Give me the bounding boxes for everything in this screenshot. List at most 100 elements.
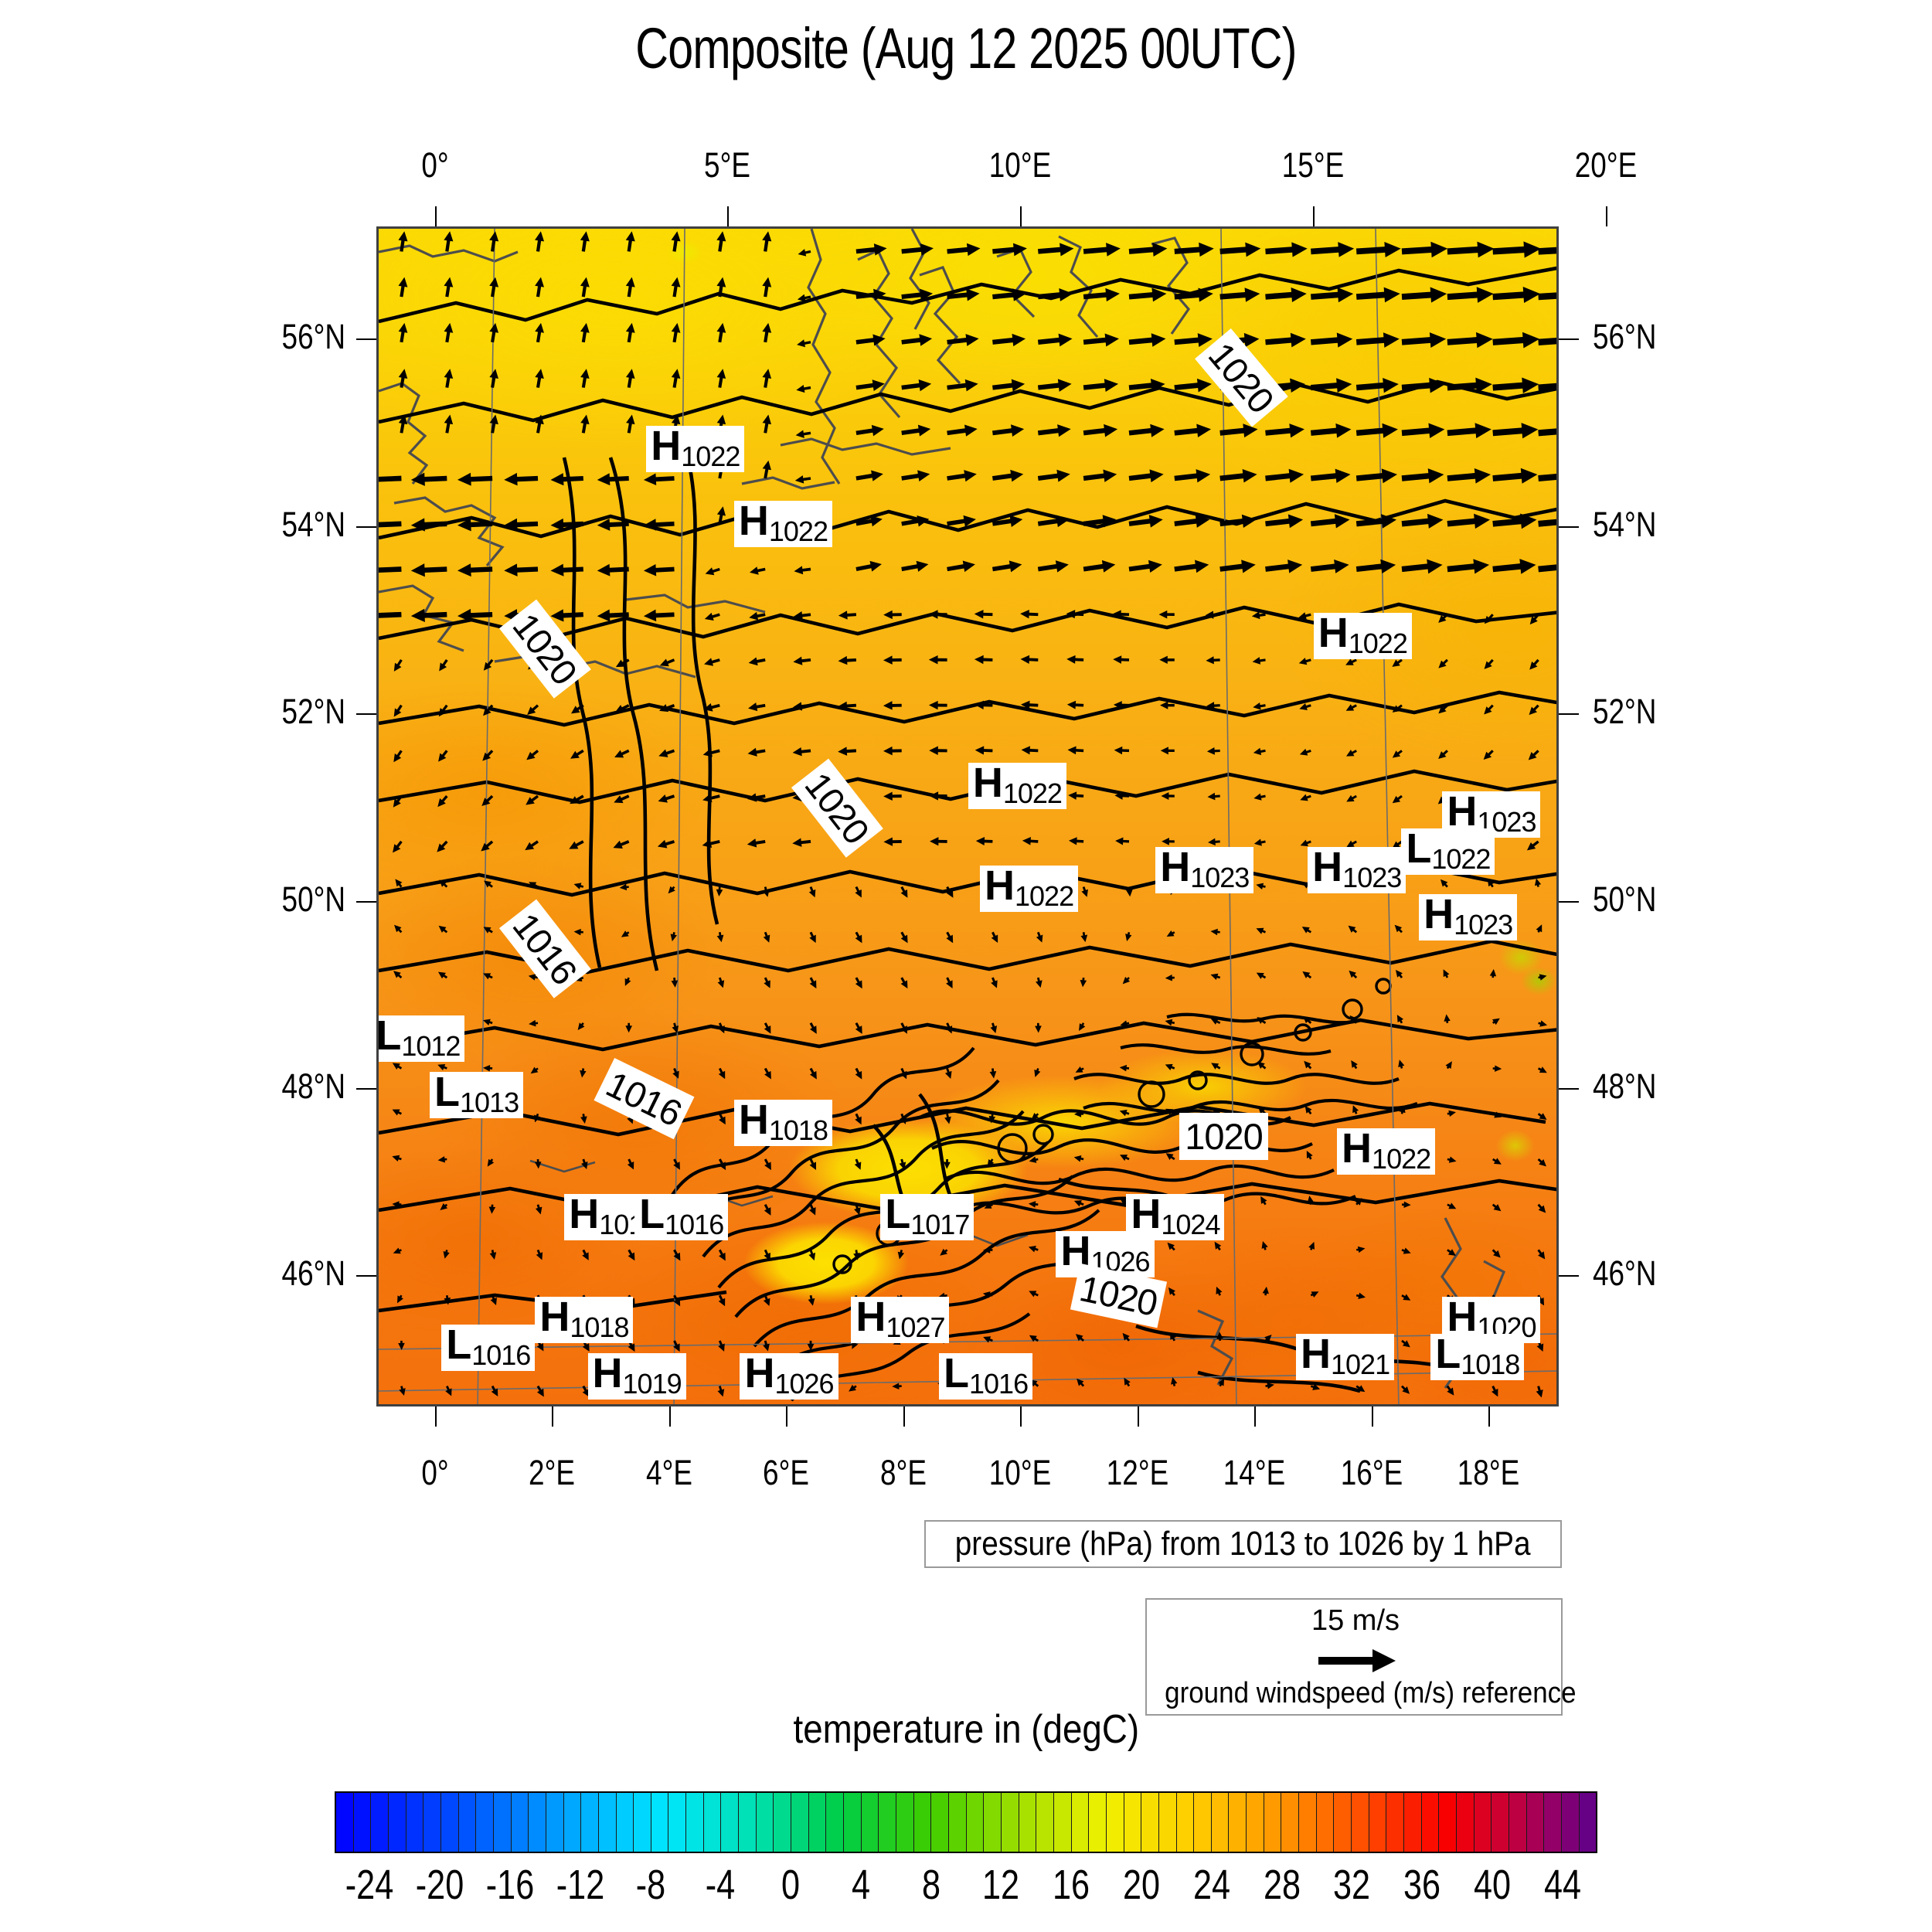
wind-vector-arrow	[1219, 468, 1257, 483]
wind-vector-arrow	[808, 1249, 816, 1261]
wind-vector-arrow	[379, 563, 402, 577]
wind-vector-arrow	[1037, 469, 1070, 482]
wind-vector-arrow	[1534, 878, 1542, 887]
wind-vector-arrow	[444, 231, 454, 252]
wind-vector-arrow	[1401, 241, 1448, 258]
wind-vector-arrow	[984, 1202, 993, 1209]
wind-vector-arrow	[1492, 377, 1539, 393]
wind-vector-arrow	[975, 837, 993, 845]
wind-vector-arrow	[809, 1204, 816, 1216]
colorbar-swatch	[826, 1793, 845, 1852]
wind-vector-arrow	[437, 840, 448, 852]
extremum-value: 1013	[460, 1086, 519, 1118]
colorbar-swatch	[1176, 1793, 1195, 1852]
pressure-legend-text: pressure (hPa) from 1013 to 1026 by 1 hP…	[955, 1525, 1531, 1563]
wind-vector-arrow	[1265, 242, 1308, 257]
wind-vector-arrow	[992, 379, 1026, 392]
wind-vector-arrow	[793, 611, 811, 621]
wind-vector-arrow	[621, 930, 630, 937]
colorbar-swatch	[808, 1793, 827, 1852]
wind-vector-arrow	[1083, 243, 1121, 257]
wind-vector-arrow	[597, 473, 629, 486]
wind-vector-arrow	[718, 1249, 726, 1261]
axis-label-top-1: 5°E	[704, 145, 751, 185]
wind-vector-arrow	[718, 1158, 726, 1171]
wind-vector-arrow	[580, 414, 590, 434]
colorbar-swatch	[1089, 1793, 1107, 1852]
wind-vector-arrow	[762, 277, 772, 298]
wind-vector-arrow	[487, 1158, 495, 1167]
wind-vector-arrow	[444, 277, 454, 298]
colorbar-tick-14: 32	[1333, 1862, 1371, 1908]
wind-vector-arrow	[457, 608, 493, 622]
wind-vector-arrow	[580, 1114, 587, 1124]
wind-vector-arrow	[991, 931, 998, 944]
wind-vector-arrow	[658, 749, 675, 757]
colorbar-tick-16: 40	[1473, 1862, 1511, 1908]
wind-vector-arrow	[1400, 1385, 1410, 1394]
wind-vector-arrow	[580, 277, 590, 298]
wind-vector-arrow	[581, 1158, 588, 1169]
wind-vector-arrow	[901, 560, 929, 572]
wind-vector-arrow	[1035, 1022, 1042, 1033]
wind-vector-arrow	[1068, 791, 1084, 800]
wind-vector-arrow	[673, 1249, 681, 1261]
wind-vector-arrow	[1128, 423, 1165, 437]
colorbar-swatch	[686, 1793, 704, 1852]
wind-vector-arrow	[668, 886, 675, 894]
colorbar-swatch	[616, 1793, 634, 1852]
tick-bottom-3	[786, 1406, 788, 1427]
colorbar-swatch	[1334, 1793, 1352, 1852]
wind-vector-arrow	[838, 747, 857, 756]
wind-vector-arrow	[716, 231, 726, 252]
wind-vector-arrow	[1128, 242, 1168, 257]
extremum-value: 1018	[1461, 1349, 1520, 1381]
wind-vector-arrow	[1112, 610, 1130, 619]
pressure-extremum-label-l-15: L1016	[634, 1193, 729, 1240]
tick-right-0	[1559, 338, 1579, 341]
wind-vector-arrow	[1395, 969, 1403, 978]
colorbar-swatch	[1158, 1793, 1177, 1852]
extremum-value: 1027	[886, 1311, 945, 1343]
wind-vector-arrow	[1401, 1247, 1411, 1254]
wind-vector-arrow	[716, 277, 726, 298]
wind-vector-arrow	[379, 518, 402, 532]
extremum-type: H	[1423, 890, 1454, 937]
wind-vector-arrow	[1253, 838, 1266, 846]
wind-vector-arrow	[526, 750, 539, 760]
pressure-extremum-label-h-2: H1022	[1313, 612, 1412, 660]
wind-vector-arrow	[947, 379, 978, 392]
extremum-type: H	[1160, 844, 1191, 891]
colorbar-tick-11: 20	[1122, 1862, 1160, 1908]
wind-vector-arrow	[987, 1158, 995, 1167]
temperature-colorbar[interactable]	[335, 1791, 1597, 1853]
wind-vector-arrow	[749, 566, 766, 575]
wind-vector-arrow	[1392, 658, 1403, 667]
wind-vector-arrow	[1037, 288, 1073, 301]
colorbar-swatch	[1247, 1793, 1264, 1852]
tick-bottom-4	[903, 1406, 905, 1427]
wind-vector-arrow	[992, 560, 1022, 573]
extremum-type: H	[855, 1293, 886, 1340]
wind-vector-arrow	[1438, 614, 1448, 623]
wind-vector-arrow	[535, 369, 544, 388]
tick-bottom-7	[1254, 1406, 1257, 1427]
colorbar-swatch	[388, 1793, 406, 1852]
wind-vector-arrow	[670, 932, 677, 942]
wind-vector-arrow	[1300, 839, 1311, 847]
wind-vector-arrow	[1083, 560, 1116, 573]
wind-vector-arrow	[763, 931, 770, 943]
wind-vector-arrow	[704, 658, 720, 666]
wind-reference-box: 15 m/s ground windspeed (m/s) reference	[1145, 1598, 1577, 1716]
wind-vector-arrow	[597, 609, 629, 622]
wind-vector-arrow	[1537, 1113, 1547, 1121]
wind-vector-arrow	[975, 700, 993, 709]
wind-vector-arrow	[988, 1114, 996, 1124]
tick-left-0	[356, 338, 376, 341]
wind-vector-arrow	[747, 793, 766, 802]
wind-vector-arrow	[490, 1294, 497, 1306]
wind-vector-arrow	[504, 472, 539, 486]
wind-vector-arrow	[1079, 1022, 1086, 1031]
wind-vector-arrow	[795, 430, 811, 438]
colorbar-swatch	[1211, 1793, 1230, 1852]
